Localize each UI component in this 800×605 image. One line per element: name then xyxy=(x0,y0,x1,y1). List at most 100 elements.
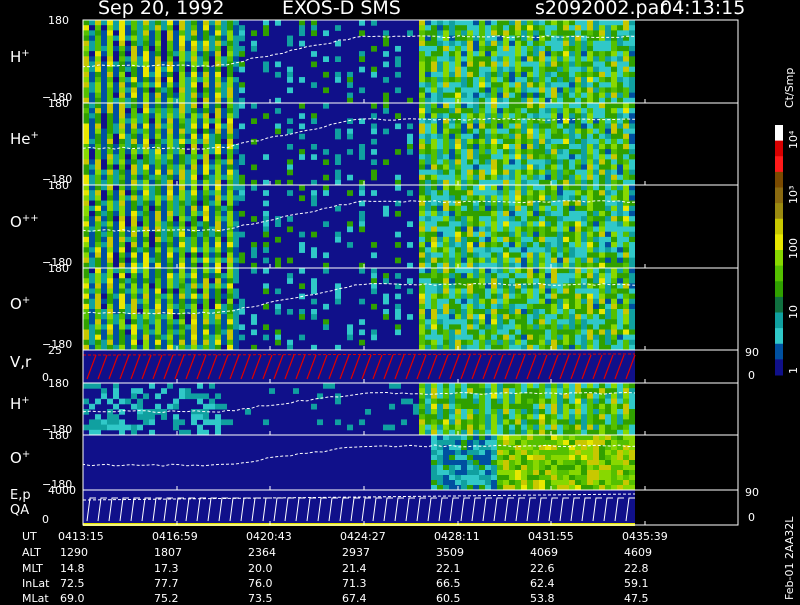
spectrogram-cell xyxy=(107,123,113,130)
spectrogram-cell xyxy=(173,319,179,325)
spectrogram-cell xyxy=(311,20,317,26)
spectrogram-cell xyxy=(179,334,185,341)
spectrogram-cell xyxy=(575,103,581,109)
spectrogram-cell xyxy=(575,414,581,420)
spectrogram-cell xyxy=(575,118,581,124)
spectrogram-cell xyxy=(623,231,629,238)
spectrogram-cell xyxy=(95,133,101,140)
spectrogram-cell xyxy=(467,221,473,227)
spectrogram-cell xyxy=(599,25,605,31)
spectrogram-cell xyxy=(137,324,143,330)
spectrogram-cell xyxy=(521,409,527,415)
spectrogram-cell xyxy=(527,314,533,320)
spectrogram-cell xyxy=(569,71,575,78)
spectrogram-cell xyxy=(137,293,143,300)
spectrogram-cell xyxy=(509,108,515,114)
spectrogram-cell xyxy=(203,123,209,130)
spectrogram-cell xyxy=(605,133,611,140)
spectrogram-cell xyxy=(497,92,503,99)
spectrogram-cell xyxy=(89,25,95,31)
spectrogram-cell xyxy=(143,221,149,227)
spectrogram-cell xyxy=(191,45,197,52)
spectrogram-cell xyxy=(161,324,167,330)
spectrogram-cell xyxy=(623,273,629,279)
spectrogram-cell xyxy=(155,66,161,73)
spectrogram-cell xyxy=(131,144,137,150)
spectrogram-cell xyxy=(215,87,221,94)
spectrogram-cell xyxy=(161,210,167,217)
spectrogram-cell xyxy=(233,87,239,94)
spectrogram-cell xyxy=(521,393,527,400)
spectrogram-cell xyxy=(95,424,101,431)
spectrogram-cell xyxy=(167,25,173,31)
spectrogram-cell xyxy=(89,77,95,83)
spectrogram-cell xyxy=(569,309,575,315)
spectrogram-cell xyxy=(629,309,635,315)
spectrogram-cell xyxy=(497,455,503,461)
spectrogram-cell xyxy=(221,108,227,114)
spectrogram-cell xyxy=(167,128,173,135)
spectrogram-cell xyxy=(491,123,497,130)
spectrogram-cell xyxy=(485,435,491,441)
spectrogram-cell xyxy=(107,278,113,284)
spectrogram-cell xyxy=(473,334,479,341)
spectrogram-cell xyxy=(437,92,443,99)
spectrogram-cell xyxy=(431,226,437,233)
spectrogram-cell xyxy=(437,314,443,320)
spectrogram-cell xyxy=(509,164,515,171)
spectrogram-cell xyxy=(473,480,479,486)
spectrogram-cell xyxy=(539,273,545,279)
spectrogram-cell xyxy=(455,200,461,207)
spectrogram-cell xyxy=(509,200,515,207)
spectrogram-cell xyxy=(563,329,569,336)
spectrogram-cell xyxy=(593,25,599,31)
spectrogram-cell xyxy=(419,424,425,431)
spectrogram-cell xyxy=(479,314,485,320)
spectrogram-cell xyxy=(527,179,533,186)
spectrogram-cell xyxy=(443,445,449,451)
spectrogram-cell xyxy=(407,221,413,227)
spectrogram-cell xyxy=(629,190,635,196)
spectrogram-cell xyxy=(83,314,89,320)
spectrogram-cell xyxy=(605,414,611,420)
spectrogram-cell xyxy=(473,56,479,62)
spectrogram-cell xyxy=(437,97,443,104)
spectrogram-cell xyxy=(437,440,443,446)
spectrogram-cell xyxy=(419,252,425,259)
spectrogram-cell xyxy=(227,303,233,310)
spectrogram-cell xyxy=(455,314,461,320)
spectrogram-cell xyxy=(143,329,149,336)
spectrogram-cell xyxy=(485,221,491,227)
spectrogram-cell xyxy=(347,71,353,78)
spectrogram-cell xyxy=(467,226,473,233)
spectrogram-cell xyxy=(623,164,629,171)
spectrogram-cell xyxy=(395,210,401,217)
spectrogram-cell xyxy=(581,210,587,217)
spectrogram-cell xyxy=(239,87,245,94)
spectrogram-cell xyxy=(461,344,467,351)
spectrogram-cell xyxy=(611,314,617,320)
spectrogram-cell xyxy=(215,103,221,109)
spectrogram-cell xyxy=(233,108,239,114)
spectrogram-cell xyxy=(287,159,293,165)
spectrogram-cell xyxy=(311,247,317,253)
spectrogram-cell xyxy=(95,113,101,119)
spectrogram-cell xyxy=(521,138,527,145)
spectrogram-cell xyxy=(551,103,557,109)
spectrogram-cell xyxy=(197,414,203,420)
spectrogram-cell xyxy=(599,319,605,325)
spectrogram-cell xyxy=(431,40,437,47)
spectrogram-cell xyxy=(107,319,113,325)
spectrogram-cell xyxy=(467,61,473,68)
spectrogram-cell xyxy=(587,133,593,140)
spectrogram-cell xyxy=(173,92,179,99)
spectrogram-cell xyxy=(485,383,491,389)
spectrogram-cell xyxy=(623,169,629,176)
spectrogram-cell xyxy=(455,169,461,176)
spectrogram-cell xyxy=(215,324,221,330)
spectrogram-cell xyxy=(449,128,455,135)
spectrogram-cell xyxy=(515,185,521,191)
spectrogram-cell xyxy=(125,190,131,196)
spectrogram-cell xyxy=(371,252,377,259)
spectrogram-cell xyxy=(443,403,449,410)
